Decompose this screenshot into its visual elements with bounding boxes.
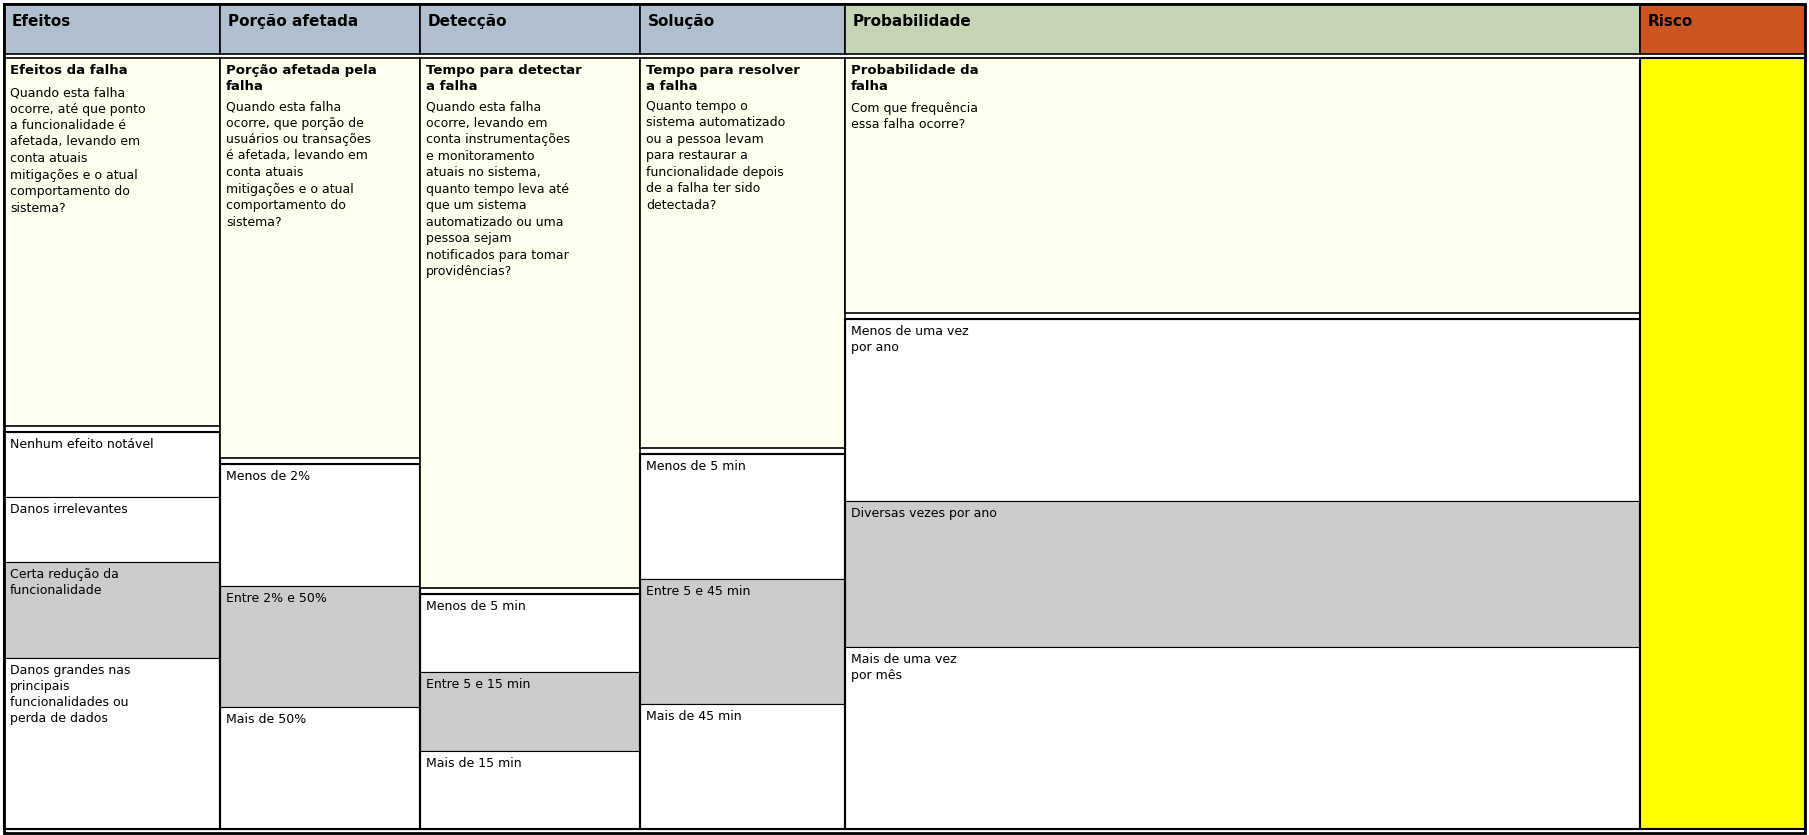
Text: Probabilidade: Probabilidade <box>854 14 971 29</box>
Text: Entre 5 e 45 min: Entre 5 e 45 min <box>646 585 751 598</box>
Bar <box>221 4 420 54</box>
Text: Porção afetada pela
falha: Porção afetada pela falha <box>226 64 376 93</box>
Text: Entre 5 e 15 min: Entre 5 e 15 min <box>425 678 530 691</box>
Bar <box>420 594 640 829</box>
Text: Solução: Solução <box>648 14 715 29</box>
Bar <box>221 464 420 829</box>
Text: Efeitos: Efeitos <box>13 14 71 29</box>
Text: Nenhum efeito notável: Nenhum efeito notável <box>11 438 154 451</box>
Text: Mais de uma vez
por mês: Mais de uma vez por mês <box>850 653 957 682</box>
Bar <box>221 585 420 707</box>
Text: Mais de 15 min: Mais de 15 min <box>425 757 521 770</box>
Text: Menos de 2%: Menos de 2% <box>226 470 309 483</box>
Bar <box>4 497 221 562</box>
Bar <box>845 647 1641 829</box>
Text: Menos de 5 min: Menos de 5 min <box>425 600 526 613</box>
Bar <box>845 58 1641 313</box>
Text: Danos grandes nas
principais
funcionalidades ou
perda de dados: Danos grandes nas principais funcionalid… <box>11 665 130 726</box>
Text: Com que frequência
essa falha ocorre?: Com que frequência essa falha ocorre? <box>850 102 979 131</box>
Bar <box>221 707 420 829</box>
Bar <box>420 4 640 54</box>
Text: Efeitos da falha: Efeitos da falha <box>11 64 128 77</box>
Bar <box>640 579 845 704</box>
Text: Probabilidade da
falha: Probabilidade da falha <box>850 64 979 93</box>
Text: Mais de 45 min: Mais de 45 min <box>646 710 742 723</box>
Bar <box>4 58 221 426</box>
Bar <box>640 58 845 448</box>
Text: Quando esta falha
ocorre, até que ponto
a funcionalidade é
afetada, levando em
c: Quando esta falha ocorre, até que ponto … <box>11 86 147 215</box>
Text: Certa redução da
funcionalidade: Certa redução da funcionalidade <box>11 569 119 597</box>
Bar <box>4 659 221 829</box>
Bar <box>845 319 1641 829</box>
Bar <box>420 58 640 588</box>
Bar <box>420 672 640 751</box>
Bar <box>221 464 420 585</box>
Text: Quando esta falha
ocorre, que porção de
usuários ou transações
é afetada, levand: Quando esta falha ocorre, que porção de … <box>226 100 371 229</box>
Text: Risco: Risco <box>1648 14 1693 29</box>
Text: Quanto tempo o
sistema automatizado
ou a pessoa levam
para restaurar a
funcional: Quanto tempo o sistema automatizado ou a… <box>646 100 785 212</box>
Text: Tempo para resolver
a falha: Tempo para resolver a falha <box>646 64 800 93</box>
Bar <box>4 432 221 497</box>
Bar <box>640 454 845 579</box>
Text: Mais de 50%: Mais de 50% <box>226 713 306 726</box>
Bar <box>1641 58 1805 829</box>
Text: Tempo para detectar
a falha: Tempo para detectar a falha <box>425 64 582 93</box>
Bar <box>4 4 221 54</box>
Bar <box>640 4 845 54</box>
Bar <box>845 501 1641 647</box>
Bar <box>420 594 640 672</box>
Text: Diversas vezes por ano: Diversas vezes por ano <box>850 507 997 520</box>
Text: Detecção: Detecção <box>429 14 508 29</box>
Bar <box>4 432 221 829</box>
Bar <box>4 562 221 659</box>
Bar <box>640 454 845 829</box>
Text: Menos de 5 min: Menos de 5 min <box>646 460 745 473</box>
Bar <box>845 4 1641 54</box>
Text: Danos irrelevantes: Danos irrelevantes <box>11 504 128 516</box>
Text: Quando esta falha
ocorre, levando em
conta instrumentações
e monitoramento
atuai: Quando esta falha ocorre, levando em con… <box>425 100 570 278</box>
Text: Entre 2% e 50%: Entre 2% e 50% <box>226 592 327 605</box>
Bar <box>640 704 845 829</box>
Bar <box>1641 4 1805 54</box>
Bar <box>845 319 1641 501</box>
Bar <box>420 751 640 829</box>
Text: Menos de uma vez
por ano: Menos de uma vez por ano <box>850 325 968 354</box>
Text: Porção afetada: Porção afetada <box>228 14 358 29</box>
Bar <box>221 58 420 458</box>
